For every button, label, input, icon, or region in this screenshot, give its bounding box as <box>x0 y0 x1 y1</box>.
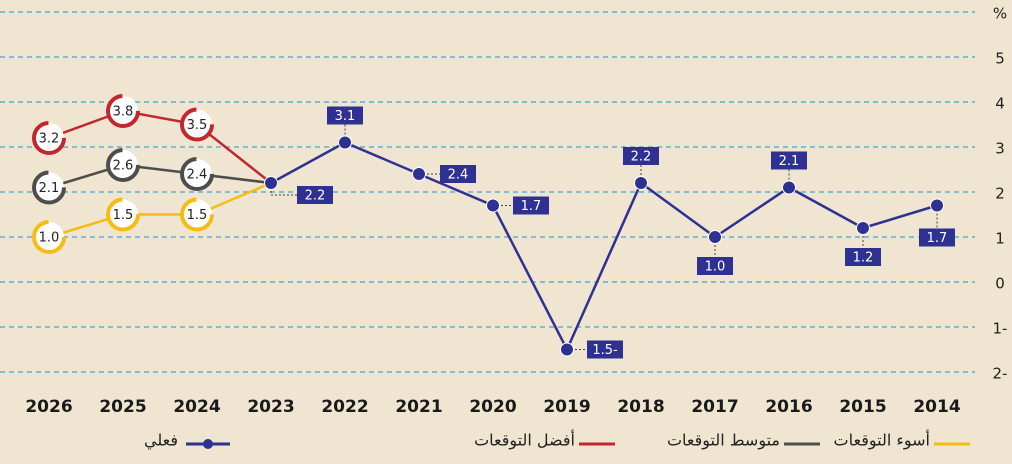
y-tick-label: 4 <box>995 95 1005 113</box>
actual-marker <box>930 198 944 213</box>
label-box <box>919 228 955 247</box>
x-tick-label: 2015 <box>839 397 886 417</box>
forecast-marker <box>106 94 140 128</box>
y-tick-label: 2- <box>993 365 1008 383</box>
forecast-marker <box>106 148 140 182</box>
data-label: 3.1 <box>335 109 356 124</box>
x-tick-label: 2020 <box>469 397 516 417</box>
x-tick-label: 2024 <box>173 397 220 417</box>
data-label: 2.1 <box>779 154 800 169</box>
x-tick-label: 2016 <box>765 397 812 417</box>
series-line <box>270 141 938 353</box>
forecast-marker <box>180 107 214 142</box>
y-tick-label: 1 <box>995 230 1005 248</box>
data-label: 3.5 <box>187 118 208 133</box>
forecast-marker <box>106 197 140 232</box>
forecast-marker <box>32 170 66 205</box>
data-label: 2.6 <box>113 159 134 174</box>
forecast-marker <box>32 220 66 254</box>
y-tick-label: 2 <box>995 185 1005 203</box>
data-label: 1.7 <box>521 199 542 214</box>
x-tick-label: 2017 <box>691 397 738 417</box>
x-tick-label: 2019 <box>543 397 590 417</box>
label-box <box>327 106 363 125</box>
series-line <box>48 109 272 184</box>
legend-label: أفضل التوقعات <box>474 430 575 451</box>
series-line <box>48 181 272 239</box>
x-tick-label: 2023 <box>247 397 294 417</box>
legend-label: متوسط التوقعات <box>667 431 780 451</box>
actual-marker <box>856 221 870 235</box>
data-label: 3.8 <box>113 105 134 120</box>
label-box <box>297 186 333 204</box>
label-box <box>587 340 623 359</box>
data-label: 2.1 <box>39 181 60 196</box>
data-label: 3.2 <box>39 132 60 147</box>
forecast-marker <box>32 121 66 155</box>
data-label: 2.2 <box>631 150 652 165</box>
actual-marker <box>264 176 278 190</box>
y-tick-label: 5 <box>995 50 1005 68</box>
data-label: 1.2 <box>853 251 874 266</box>
data-label: 1.5 <box>113 208 134 223</box>
label-box <box>771 151 807 170</box>
x-tick-label: 2025 <box>99 397 146 417</box>
actual-marker <box>412 167 426 181</box>
x-tick-label: 2018 <box>617 397 664 417</box>
forecast-marker <box>180 197 214 232</box>
series-line <box>48 163 272 189</box>
label-box <box>513 196 549 215</box>
data-label: 1.7 <box>927 231 948 246</box>
y-tick-label: 3 <box>995 140 1005 158</box>
data-label: 1.0 <box>39 231 60 246</box>
actual-marker <box>560 342 574 357</box>
data-label: 1.5 <box>187 208 208 223</box>
x-tick-label: 2021 <box>395 397 442 417</box>
data-label: 1.0 <box>705 260 726 275</box>
data-label: 2.2 <box>305 189 326 204</box>
actual-marker <box>782 180 796 195</box>
x-tick-label: 2014 <box>913 397 960 417</box>
y-tick-label: 0 <box>995 275 1005 293</box>
actual-marker <box>634 176 648 190</box>
data-label: 2.4 <box>187 168 208 183</box>
x-tick-label: 2022 <box>321 397 368 417</box>
legend-label: فعلي <box>144 431 178 451</box>
actual-marker <box>708 230 722 244</box>
y-tick-label: % <box>993 5 1007 23</box>
label-box <box>697 257 733 275</box>
data-label: 2.4 <box>448 168 469 183</box>
actual-marker <box>338 135 352 150</box>
label-box <box>845 248 881 266</box>
label-box <box>623 147 659 165</box>
data-label: 1.5- <box>592 343 618 358</box>
legend-marker <box>203 439 213 449</box>
label-box <box>440 165 476 183</box>
actual-marker <box>486 198 500 213</box>
forecast-marker <box>180 157 214 191</box>
legend-label: أسوء التوقعات <box>834 430 930 451</box>
y-tick-label: 1- <box>993 320 1008 338</box>
x-tick-label: 2026 <box>25 397 72 417</box>
